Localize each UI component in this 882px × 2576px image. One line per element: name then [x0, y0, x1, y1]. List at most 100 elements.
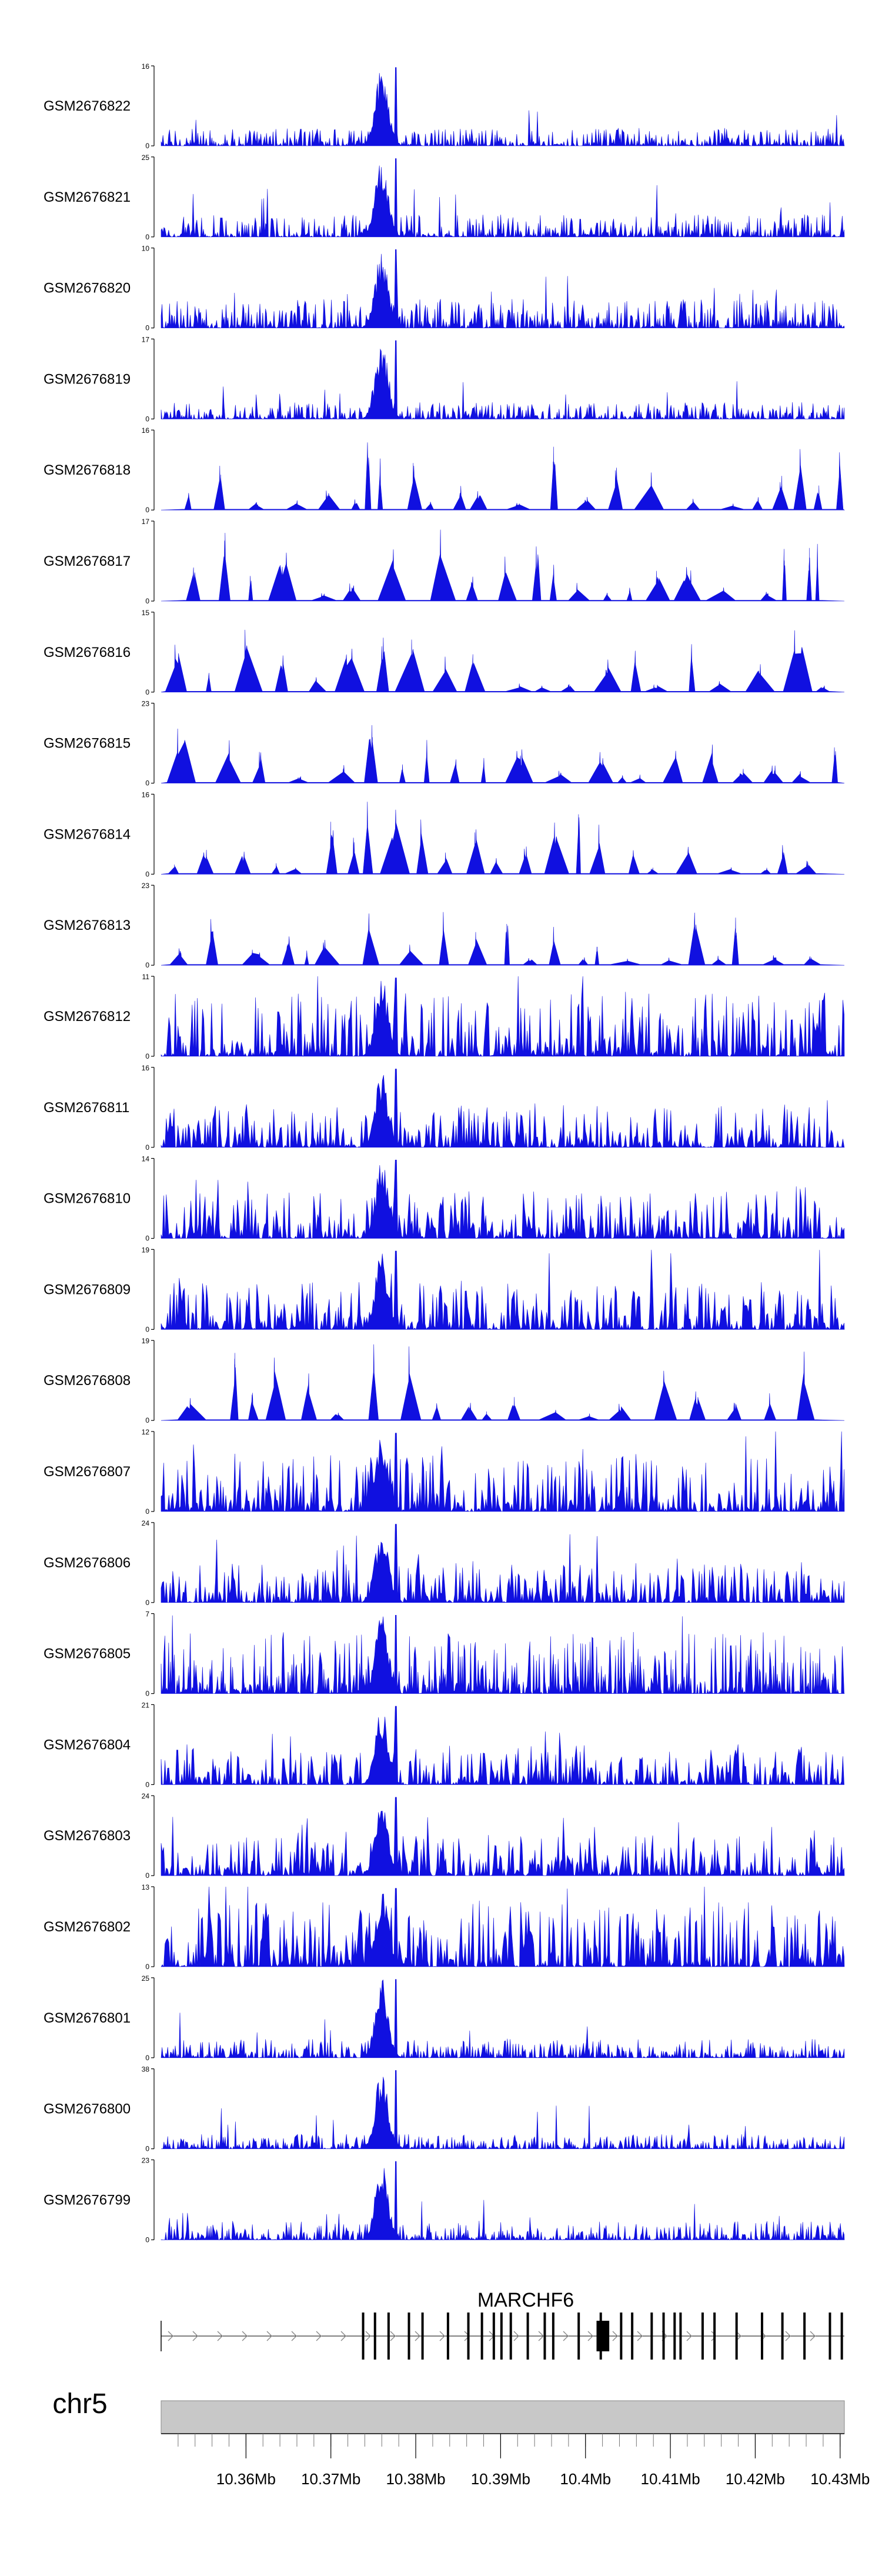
y-max-label: 15	[142, 609, 150, 617]
y-max-label: 12	[142, 1428, 150, 1436]
exon	[500, 2313, 503, 2360]
track-label: GSM2676807	[44, 1464, 131, 1480]
coverage-area	[161, 1886, 845, 1968]
y-max-label: 38	[142, 2066, 150, 2074]
strand-arrow	[242, 2331, 248, 2341]
y-max-label: 19	[142, 1337, 150, 1345]
y-max-label: 24	[142, 1792, 150, 1800]
coverage-area	[161, 1524, 845, 1603]
track-GSM2676812: GSM2676812 11 0	[44, 973, 845, 1060]
coverage-area	[161, 1797, 845, 1877]
strand-arrow	[217, 2331, 223, 2341]
coverage-area	[161, 1979, 845, 2058]
coverage-area	[161, 340, 845, 420]
exon-thick	[596, 2321, 610, 2351]
strand-arrow	[340, 2331, 346, 2341]
coverage-area	[161, 1615, 845, 1694]
coverage-area	[161, 912, 845, 966]
strand-arrow	[291, 2331, 297, 2341]
axis-tick-label: 10.37Mb	[301, 2470, 360, 2488]
ideogram-band	[161, 2400, 845, 2434]
strand-arrow	[686, 2331, 692, 2341]
exon	[467, 2313, 470, 2360]
track-label: GSM2676820	[44, 281, 131, 296]
strand-arrow	[168, 2331, 173, 2341]
track-GSM2676810: GSM2676810 14 0	[44, 1155, 845, 1243]
y-max-label: 16	[142, 426, 150, 435]
track-label: GSM2676803	[44, 1828, 131, 1844]
track-label: GSM2676822	[44, 98, 131, 114]
exon	[387, 2313, 390, 2360]
coverage-area	[161, 802, 845, 875]
exon	[840, 2313, 843, 2360]
exon	[701, 2313, 704, 2360]
gene-label: MARCHF6	[477, 2289, 574, 2311]
strand-arrow	[711, 2331, 717, 2341]
axis-tick-label: 10.36Mb	[216, 2470, 276, 2488]
y-min-label: 0	[145, 1325, 149, 1333]
track-GSM2676813: GSM2676813 23 0	[44, 882, 845, 969]
y-min-label: 0	[145, 870, 149, 878]
strand-arrow	[810, 2331, 816, 2341]
exon	[362, 2313, 365, 2360]
track-label: GSM2676799	[44, 2192, 131, 2208]
exon	[828, 2313, 831, 2360]
exon	[526, 2313, 529, 2360]
y-min-label: 0	[145, 2145, 149, 2153]
y-max-label: 7	[145, 1610, 149, 1619]
y-min-label: 0	[145, 1963, 149, 1971]
track-GSM2676814: GSM2676814 16 0	[44, 790, 845, 878]
track-label: GSM2676809	[44, 1282, 131, 1297]
y-min-label: 0	[145, 961, 149, 969]
exon	[373, 2313, 376, 2360]
track-GSM2676822: GSM2676822 16 0	[44, 62, 845, 150]
y-max-label: 19	[142, 1246, 150, 1254]
track-label: GSM2676806	[44, 1555, 131, 1571]
strand-arrow	[785, 2331, 791, 2341]
exon	[781, 2313, 784, 2360]
strand-arrow	[538, 2331, 544, 2341]
track-label: GSM2676816	[44, 645, 131, 660]
exon	[760, 2313, 763, 2360]
track-label: GSM2676804	[44, 1737, 131, 1753]
track-label: GSM2676802	[44, 1919, 131, 1935]
y-max-label: 24	[142, 1519, 150, 1527]
track-GSM2676815: GSM2676815 23 0	[44, 700, 845, 788]
strand-arrow	[192, 2331, 198, 2341]
track-label: GSM2676818	[44, 462, 131, 478]
y-min-label: 0	[145, 1052, 149, 1060]
exon	[662, 2313, 665, 2360]
exon	[803, 2313, 806, 2360]
track-GSM2676802: GSM2676802 13 0	[44, 1883, 845, 1971]
track-GSM2676800: GSM2676800 38 0	[44, 2066, 845, 2153]
strand-arrow	[563, 2331, 569, 2341]
axis-tick-label: 10.43Mb	[810, 2470, 870, 2488]
axis-tick-label: 10.42Mb	[726, 2470, 785, 2488]
coverage-area	[161, 158, 845, 238]
y-min-label: 0	[145, 1690, 149, 1698]
y-max-label: 17	[142, 518, 150, 526]
track-GSM2676816: GSM2676816 15 0	[44, 609, 845, 696]
gene-track: MARCHF6	[161, 2289, 844, 2360]
track-label: GSM2676800	[44, 2101, 131, 2117]
y-max-label: 16	[142, 62, 150, 71]
y-min-label: 0	[145, 1143, 149, 1152]
y-max-label: 16	[142, 790, 150, 799]
ideogram-track: chr5 10.36Mb 10.37Mb 10.38Mb 10.39Mb 10.4Mb 1…	[52, 2388, 870, 2488]
track-GSM2676801: GSM2676801 25 0	[44, 1974, 845, 2062]
y-max-label: 25	[142, 1974, 150, 1983]
exon	[509, 2313, 512, 2360]
y-min-label: 0	[145, 2235, 149, 2244]
y-max-label: 21	[142, 1701, 150, 1709]
track-label: GSM2676814	[44, 826, 131, 842]
y-min-label: 0	[145, 324, 149, 332]
exon	[673, 2313, 676, 2360]
strand-arrow	[390, 2331, 396, 2341]
y-min-label: 0	[145, 1234, 149, 1243]
track-GSM2676821: GSM2676821 25 0	[44, 154, 845, 241]
exon	[492, 2313, 495, 2360]
strand-arrow	[637, 2331, 643, 2341]
y-min-label: 0	[145, 1507, 149, 1516]
track-GSM2676804: GSM2676804 21 0	[44, 1701, 844, 1788]
